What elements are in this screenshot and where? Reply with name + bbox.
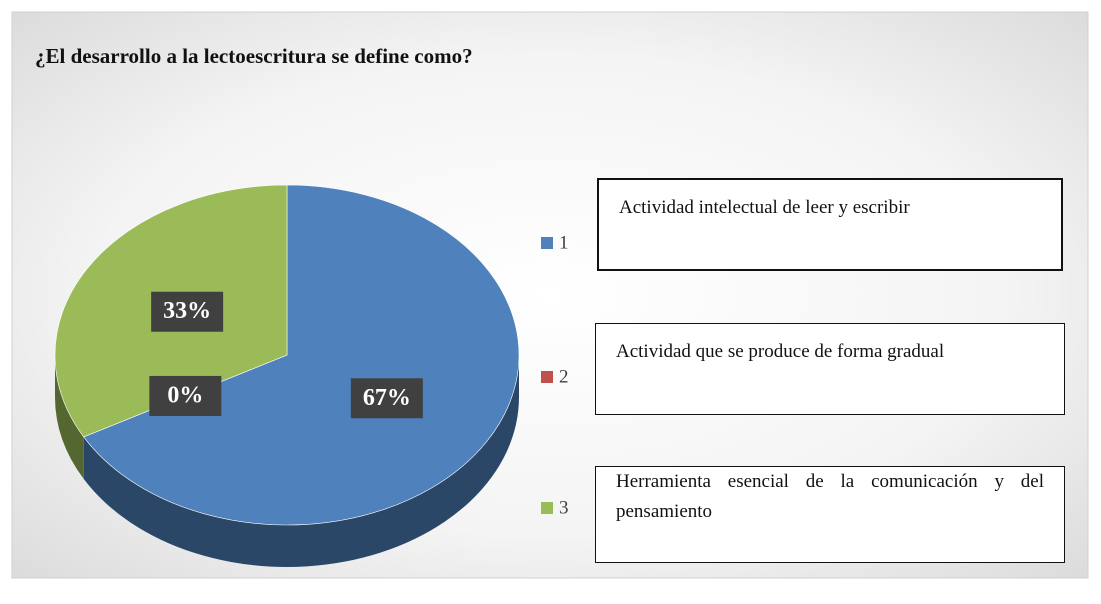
legend-label: 1 bbox=[559, 232, 569, 253]
legend-label: 3 bbox=[559, 497, 569, 518]
data-label: 67% bbox=[363, 385, 411, 411]
legend-label: 2 bbox=[559, 366, 569, 387]
slice-side bbox=[55, 355, 84, 479]
legend-swatch bbox=[541, 502, 553, 514]
data-label-box bbox=[149, 375, 222, 416]
legend-swatch bbox=[541, 237, 553, 249]
description-box: Herramienta esencial de la comunicación … bbox=[595, 466, 1065, 563]
data-label-box bbox=[350, 378, 423, 419]
data-label-box bbox=[151, 291, 224, 332]
data-label: 33% bbox=[163, 298, 211, 324]
slice-side bbox=[83, 355, 520, 567]
chart-title: ¿El desarrollo a la lectoescritura se de… bbox=[35, 44, 473, 68]
data-label: 0% bbox=[167, 382, 203, 408]
description-box: Actividad que se produce de forma gradua… bbox=[595, 323, 1065, 415]
pie-slice bbox=[83, 184, 520, 526]
description-box: Actividad intelectual de leer y escribir bbox=[597, 178, 1063, 271]
legend-swatch bbox=[541, 371, 553, 383]
